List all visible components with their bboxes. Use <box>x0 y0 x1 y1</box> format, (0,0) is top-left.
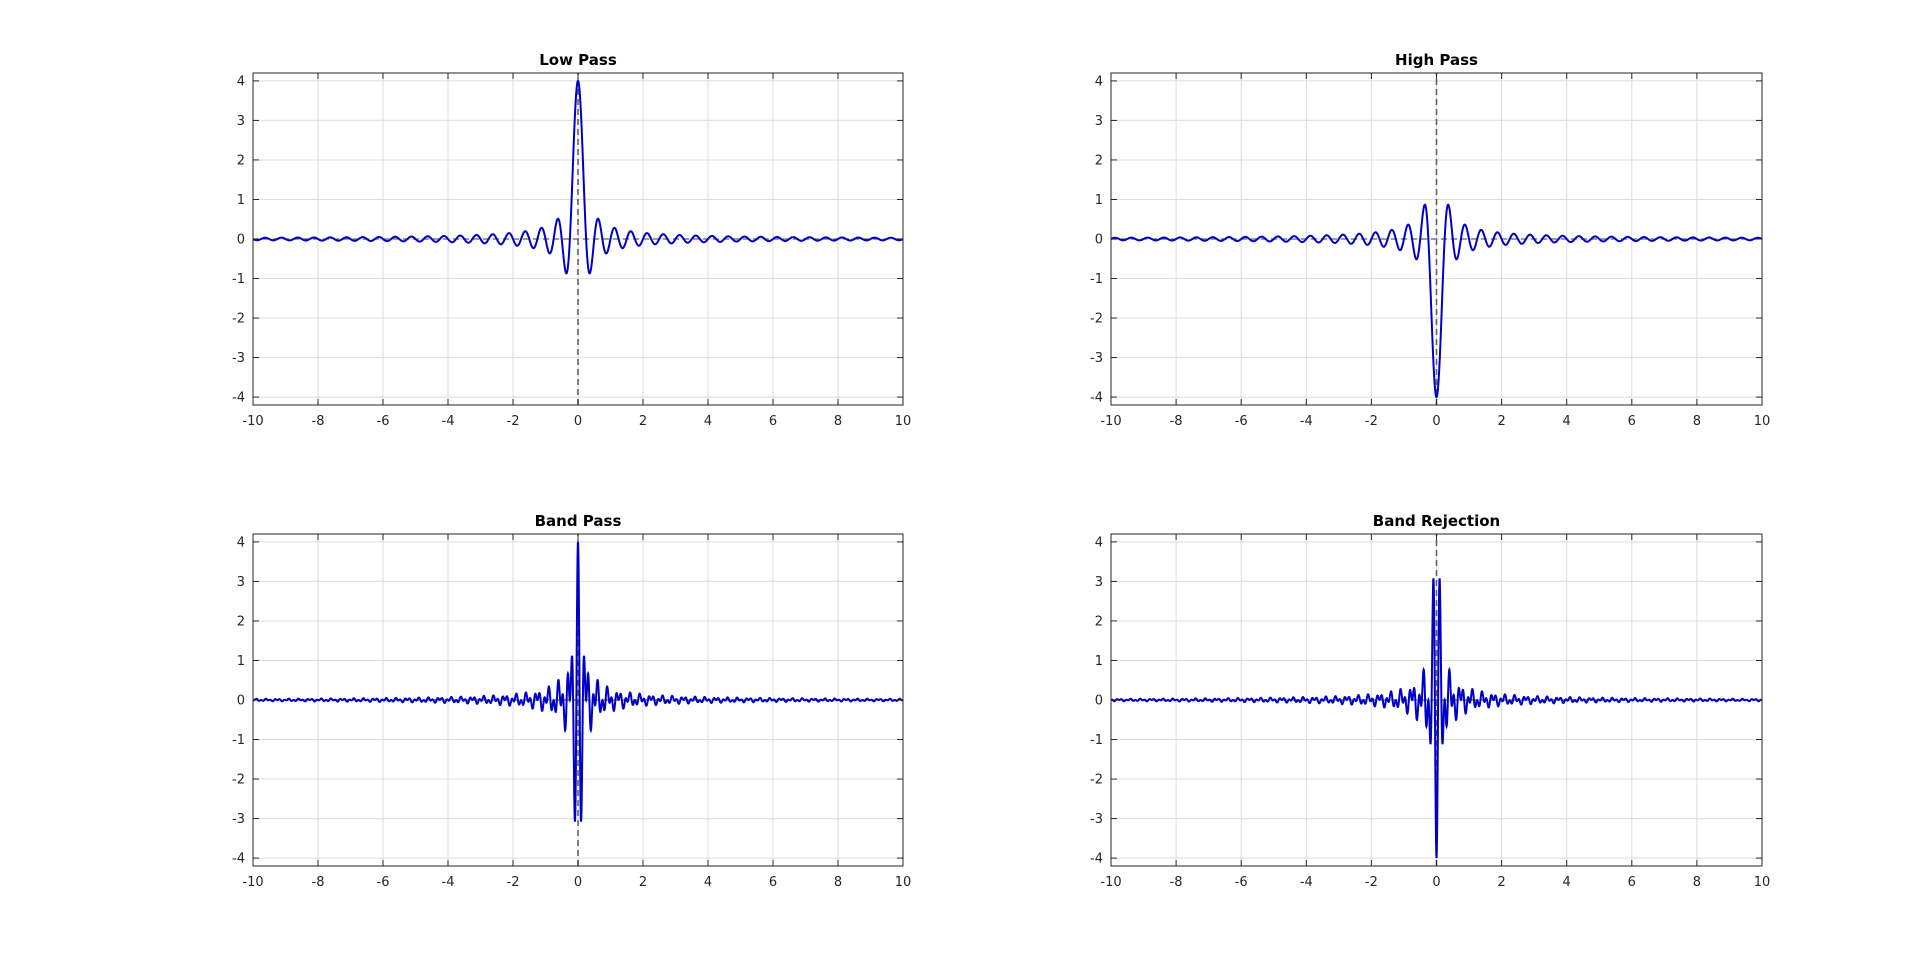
x-tick-label: 6 <box>1628 414 1636 429</box>
y-tick-label: 3 <box>1095 114 1103 129</box>
x-tick-label: 4 <box>1563 875 1571 890</box>
x-tick-label: 8 <box>1693 414 1701 429</box>
x-tick-label: 10 <box>1754 875 1771 890</box>
y-tick-label: -3 <box>232 812 245 827</box>
y-tick-label: 3 <box>237 114 245 129</box>
x-tick-label: -2 <box>1365 875 1378 890</box>
plot-title: High Pass <box>1395 51 1478 69</box>
y-tick-label: -2 <box>1090 312 1103 327</box>
y-tick-label: -1 <box>232 733 245 748</box>
x-tick-label: 2 <box>1497 414 1505 429</box>
x-tick-label: -4 <box>1300 414 1313 429</box>
x-tick-label: 0 <box>1432 414 1440 429</box>
x-tick-label: -8 <box>1170 875 1183 890</box>
x-tick-label: 2 <box>639 414 647 429</box>
y-tick-label: 2 <box>237 614 245 629</box>
y-tick-label: -1 <box>1090 733 1103 748</box>
plot-title: Low Pass <box>539 51 617 69</box>
y-tick-label: -3 <box>232 351 245 366</box>
y-tick-label: 2 <box>1095 614 1103 629</box>
x-tick-label: 6 <box>769 875 777 890</box>
x-tick-label: -10 <box>1100 875 1121 890</box>
x-tick-label: -6 <box>377 414 390 429</box>
x-tick-label: -10 <box>1100 414 1121 429</box>
y-tick-label: -2 <box>1090 773 1103 788</box>
x-tick-label: 0 <box>1432 875 1440 890</box>
y-tick-label: 3 <box>237 575 245 590</box>
x-tick-label: 0 <box>574 875 582 890</box>
x-tick-label: -2 <box>507 414 520 429</box>
series-line <box>1111 578 1762 859</box>
x-tick-label: -8 <box>312 875 325 890</box>
x-tick-label: -6 <box>1235 414 1248 429</box>
x-tick-label: -4 <box>1300 875 1313 890</box>
x-tick-label: -6 <box>377 875 390 890</box>
y-tick-label: 1 <box>1095 654 1103 669</box>
y-tick-label: -4 <box>1090 391 1103 406</box>
x-tick-label: 8 <box>834 875 842 890</box>
y-tick-label: 4 <box>1095 535 1103 550</box>
y-tick-label: 2 <box>1095 153 1103 168</box>
x-tick-label: -8 <box>1170 414 1183 429</box>
x-tick-label: 8 <box>834 414 842 429</box>
plot-title: Band Rejection <box>1373 512 1500 530</box>
y-tick-label: 0 <box>237 694 245 709</box>
x-tick-label: -2 <box>507 875 520 890</box>
x-tick-label: 2 <box>1497 875 1505 890</box>
y-tick-label: -1 <box>1090 272 1103 287</box>
plot-title: Band Pass <box>535 512 622 530</box>
series-line <box>253 79 903 275</box>
y-tick-label: -3 <box>1090 351 1103 366</box>
x-tick-label: 10 <box>895 414 912 429</box>
y-tick-label: 0 <box>237 233 245 248</box>
y-tick-label: 1 <box>237 193 245 208</box>
y-tick-label: 4 <box>237 535 245 550</box>
x-tick-label: 6 <box>769 414 777 429</box>
x-tick-label: 8 <box>1693 875 1701 890</box>
y-tick-label: 4 <box>237 74 245 89</box>
x-tick-label: -8 <box>312 414 325 429</box>
y-tick-label: 0 <box>1095 694 1103 709</box>
y-tick-label: 1 <box>1095 193 1103 208</box>
y-tick-label: 4 <box>1095 74 1103 89</box>
y-tick-label: -1 <box>232 272 245 287</box>
y-tick-label: 3 <box>1095 575 1103 590</box>
x-tick-label: -4 <box>442 414 455 429</box>
series-line <box>253 541 903 822</box>
x-tick-label: -6 <box>1235 875 1248 890</box>
x-tick-label: -2 <box>1365 414 1378 429</box>
x-tick-label: 4 <box>704 875 712 890</box>
x-tick-label: 4 <box>1563 414 1571 429</box>
y-tick-label: -4 <box>1090 852 1103 867</box>
series-line <box>1111 203 1762 399</box>
y-tick-label: 2 <box>237 153 245 168</box>
x-tick-label: -4 <box>442 875 455 890</box>
x-tick-label: 0 <box>574 414 582 429</box>
y-tick-label: -2 <box>232 312 245 327</box>
x-tick-label: 2 <box>639 875 647 890</box>
x-tick-label: 10 <box>1754 414 1771 429</box>
y-tick-label: -4 <box>232 391 245 406</box>
x-tick-label: 10 <box>895 875 912 890</box>
x-tick-label: 4 <box>704 414 712 429</box>
y-tick-label: 1 <box>237 654 245 669</box>
y-tick-label: -4 <box>232 852 245 867</box>
x-tick-label: -10 <box>242 875 263 890</box>
y-tick-label: -3 <box>1090 812 1103 827</box>
x-tick-label: -10 <box>242 414 263 429</box>
x-tick-label: 6 <box>1628 875 1636 890</box>
y-tick-label: -2 <box>232 773 245 788</box>
y-tick-label: 0 <box>1095 233 1103 248</box>
